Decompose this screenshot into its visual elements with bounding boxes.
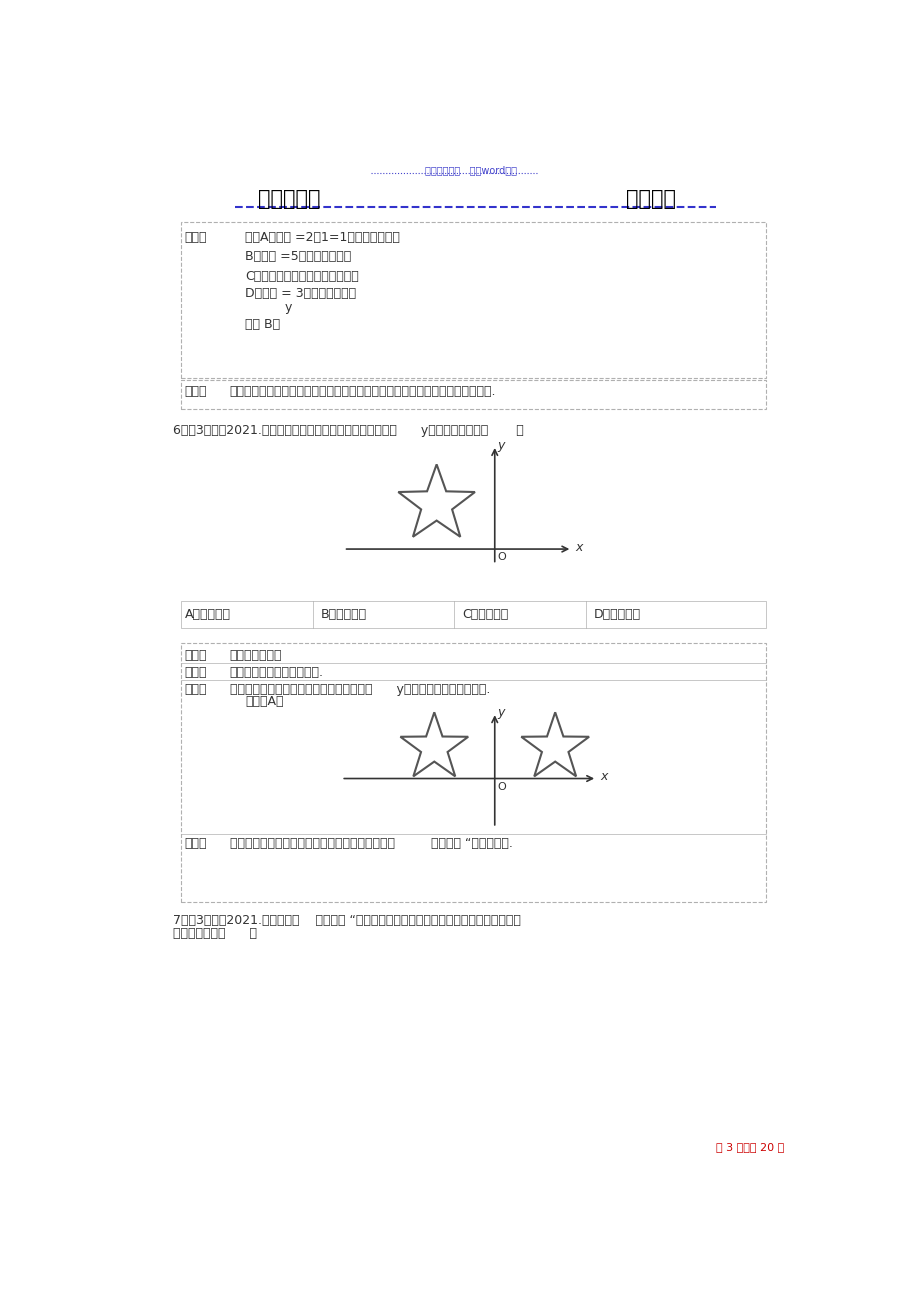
Text: 解答：: 解答： — [185, 231, 207, 244]
Text: x: x — [574, 541, 582, 554]
Text: 年龄的众数是（      ）: 年龄的众数是（ ） — [173, 928, 256, 941]
Text: 分析：: 分析： — [185, 666, 207, 679]
Text: 此题考查了轴对称的性质．此题难度不大，采纳了         数形结合 “的数学思想.: 此题考查了轴对称的性质．此题难度不大，采纳了 数形结合 “的数学思想. — [230, 837, 512, 850]
Text: 7．（3分）（2021.柳州）学校    靖洁校内 “环境爱惜理想者的年龄分布如图，那么这些理想者: 7．（3分）（2021.柳州）学校 靖洁校内 “环境爱惜理想者的年龄分布如图，那… — [173, 913, 520, 926]
Text: B．其次象限: B．其次象限 — [320, 607, 366, 620]
Bar — [181, 379, 766, 409]
Text: y: y — [496, 706, 504, 719]
Text: 此题考查了分式的加减法，以及实数的运算，娴熏把握运算法就是解此题的关键.: 此题考查了分式的加减法，以及实数的运算，娴熏把握运算法就是解此题的关键. — [230, 386, 495, 397]
Bar — [181, 602, 766, 628]
Text: D、原式 = 3，应选项错误．: D、原式 = 3，应选项错误． — [245, 287, 356, 300]
Text: 欢迎下载: 欢迎下载 — [626, 189, 675, 210]
Text: 点评：: 点评： — [185, 386, 207, 397]
Text: y: y — [245, 301, 292, 314]
Text: 依据轴对称的性质作出挑选.: 依据轴对称的性质作出挑选. — [230, 666, 323, 679]
Text: 学习好资料: 学习好资料 — [258, 189, 321, 210]
Text: 解答：: 解答： — [185, 683, 207, 696]
Text: 点评：: 点评： — [185, 837, 207, 850]
Text: 轴对称的性质；: 轴对称的性质； — [230, 649, 282, 662]
Text: B、原式 =5，应选项正确；: B、原式 =5，应选项正确； — [245, 250, 351, 263]
Text: C．第三象限: C．第三象限 — [461, 607, 508, 620]
Text: O: O — [497, 552, 506, 562]
Text: D．第四象限: D．第四象限 — [594, 607, 641, 620]
Bar — [181, 222, 766, 378]
Text: 考点：: 考点： — [185, 649, 207, 662]
Text: 6．（3分）（2021.柳州）如图，直角坐标系中的五角星关于      y轴对称的图形在（       ）: 6．（3分）（2021.柳州）如图，直角坐标系中的五角星关于 y轴对称的图形在（… — [173, 425, 523, 438]
Text: 解：如下列图，直角坐标系中的五角星关于      y轴对称的图形在第一象限.: 解：如下列图，直角坐标系中的五角星关于 y轴对称的图形在第一象限. — [230, 683, 490, 696]
Text: x: x — [599, 770, 607, 783]
Text: A．第一象限: A．第一象限 — [185, 607, 231, 620]
Text: C、原式不能合并，应选项错误；: C、原式不能合并，应选项错误； — [245, 270, 358, 283]
Text: 应选 B．: 应选 B． — [245, 318, 280, 331]
Text: O: O — [497, 782, 506, 792]
Text: 应选：A．: 应选：A． — [245, 696, 283, 709]
Text: 第 3 页，共 20 页: 第 3 页，共 20 页 — [715, 1141, 783, 1152]
Text: 名师出题总结   精品word资料: 名师出题总结 精品word资料 — [425, 165, 517, 175]
Text: 解：A、原式 =2－1=1；应选项错误；: 解：A、原式 =2－1=1；应选项错误； — [245, 231, 400, 244]
Text: y: y — [496, 439, 504, 452]
Bar — [181, 642, 766, 902]
